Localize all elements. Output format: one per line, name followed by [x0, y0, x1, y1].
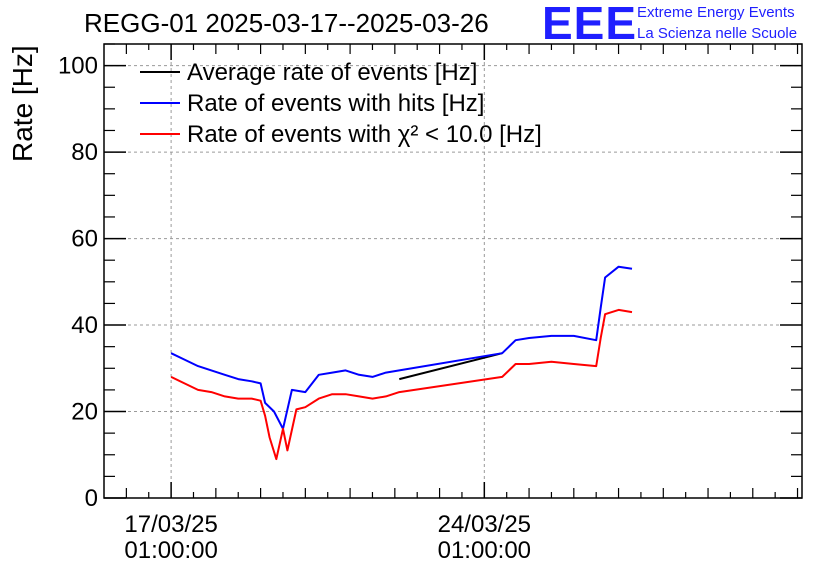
y-tick-label: 60	[71, 226, 98, 253]
x-tick-label-time: 01:00:00	[438, 537, 531, 564]
series-line-3	[170, 308, 633, 461]
y-axis-title: Rate [Hz]	[7, 45, 38, 162]
y-tick-label: 20	[71, 399, 98, 426]
grid	[104, 44, 802, 498]
y-tick-label: 80	[71, 139, 98, 166]
eee-logo: EEE	[542, 0, 638, 49]
plot-frame	[103, 43, 803, 499]
series-line-2	[170, 265, 633, 430]
x-tick-label-date: 24/03/25	[438, 511, 531, 538]
y-tick-label: 40	[71, 312, 98, 339]
legend-entry-2: Rate of events with hits [Hz]	[187, 90, 484, 117]
series-layer	[170, 265, 633, 461]
chart-title: REGG-01 2025-03-17--2025-03-26	[84, 8, 489, 38]
y-tick-label: 100	[58, 53, 98, 80]
x-tick-label-date: 17/03/25	[124, 511, 217, 538]
legend-entry-1: Average rate of events [Hz]	[187, 59, 477, 86]
logo-line-2: La Scienza nelle Scuole	[637, 25, 798, 42]
axis-ticks	[104, 43, 802, 499]
y-tick-label: 0	[85, 485, 98, 512]
legend: Average rate of events [Hz] Rate of event…	[140, 59, 542, 148]
y-tick-labels: 0 20 40 60 80 100	[58, 53, 98, 512]
legend-entry-3: Rate of events with χ² < 10.0 [Hz]	[187, 121, 542, 148]
series-line-1	[399, 352, 503, 381]
x-tick-label-time: 01:00:00	[124, 537, 217, 564]
logo-line-1: Extreme Energy Events	[637, 4, 795, 21]
